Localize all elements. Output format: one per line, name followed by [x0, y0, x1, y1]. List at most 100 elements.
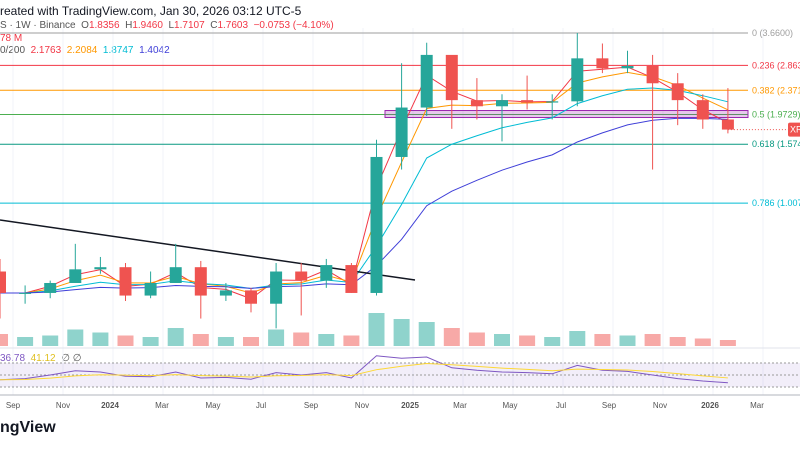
volume-bar [142, 337, 159, 346]
low-value: 1.7107 [174, 20, 205, 31]
candle-body [345, 265, 358, 293]
candle-body [521, 100, 534, 103]
volume-bar [443, 328, 460, 346]
fib-label: 0.618 (1.5748) [752, 139, 800, 149]
volume-bar [243, 337, 259, 346]
ma2-value: 2.2084 [66, 45, 98, 56]
x-tick-label: Mar [155, 401, 169, 410]
candle-body [420, 54, 433, 108]
candle-body [496, 100, 508, 107]
candle-body [621, 65, 634, 69]
ma1-value: 2.1763 [30, 45, 62, 56]
volume-bar [468, 332, 485, 346]
volume-bar [694, 338, 711, 346]
x-tick-label: Nov [355, 401, 369, 410]
volume-bar [293, 332, 310, 346]
x-tick-label: Sep [602, 401, 617, 410]
candle-body [671, 83, 684, 101]
candle-body [169, 267, 182, 283]
volume-bar [17, 337, 34, 346]
volume-legend: 78 M [0, 33, 23, 44]
volume-bar [318, 334, 335, 346]
fib-label: 0.236 (2.8637) [752, 60, 800, 70]
volume-bar [619, 335, 636, 346]
c-label: C [210, 20, 218, 31]
candle-body [395, 107, 408, 157]
candle-body [470, 100, 483, 107]
x-tick-label: May [502, 401, 517, 410]
fib-label: 0.382 (2.3711) [752, 85, 800, 95]
tradingview-brand: ngView [0, 419, 56, 436]
candle-body [696, 100, 709, 120]
candle-body [270, 271, 283, 304]
candle-body [646, 65, 659, 84]
x-tick-label: Nov [56, 401, 70, 410]
volume-bar [569, 331, 586, 346]
x-tick-label: Sep [304, 401, 319, 410]
x-tick-label: Mar [453, 401, 467, 410]
volume-bar [368, 313, 385, 346]
x-tick-label: Sep [6, 401, 21, 410]
volume-bar [167, 328, 184, 346]
volume-bar [719, 340, 736, 346]
candle-body [119, 267, 132, 296]
fib-label: 0.786 (1.0079) [752, 198, 800, 208]
price-chart[interactable]: 0 (3.6600) 0.236 (2.8637) 0.382 (2.3711) 0.… [0, 0, 800, 420]
rsi-ma-value: 41.12 [30, 353, 56, 364]
o-label: O [81, 20, 89, 31]
candle-body [370, 156, 383, 293]
volume-bar [343, 335, 360, 346]
volume-bar [544, 337, 561, 346]
candle-body [445, 54, 458, 101]
volume-bar [644, 334, 661, 346]
fib-label: 0 (3.6600) [752, 28, 793, 38]
ma-line-3 [0, 87, 729, 294]
volume-bar [117, 335, 134, 346]
volume-bar [42, 335, 59, 346]
ma3-value: 1.8747 [102, 45, 134, 56]
change-value: −0.0753 (−4.10%) [253, 20, 334, 31]
x-tick-label: Jul [556, 401, 566, 410]
h-label: H [125, 20, 133, 31]
candle-body [295, 271, 308, 281]
candle-body [144, 282, 157, 296]
candle-body [320, 265, 333, 281]
x-tick-label: Jul [256, 401, 266, 410]
ma-line-2 [0, 71, 729, 294]
x-tick-label: 2024 [101, 401, 119, 410]
ohlc-legend: S · 1W · Binance O1.8356 H1.9460 L1.7107… [0, 20, 334, 31]
candle-body [69, 269, 82, 283]
rsi-empty-1: ∅ [61, 353, 70, 364]
x-tick-label: Mar [750, 401, 764, 410]
volume-bar [393, 319, 410, 346]
volume-bar [519, 335, 536, 346]
x-tick-label: 2025 [401, 401, 419, 410]
rsi-ma-line [0, 362, 728, 381]
high-value: 1.9460 [132, 20, 163, 31]
x-tick-label: 2026 [701, 401, 719, 410]
volume-bar [418, 322, 435, 346]
volume-bar [192, 334, 209, 346]
volume-bar [92, 332, 109, 346]
symbol[interactable]: S · 1W · Binance [0, 20, 76, 31]
ma4-value: 1.4042 [139, 45, 170, 56]
volume-bar [268, 329, 285, 346]
volume-bar [594, 334, 611, 346]
price-tag-label: XR [790, 125, 800, 135]
created-caption: reated with TradingView.com, Jan 30, 202… [0, 4, 302, 18]
candle-body [245, 290, 257, 304]
open-value: 1.8356 [88, 20, 120, 31]
candle-body [546, 101, 559, 103]
volume-bar [67, 329, 84, 346]
fib-zone [384, 110, 749, 119]
close-value: 1.7603 [217, 20, 249, 31]
x-tick-label: May [205, 401, 220, 410]
candle-body [721, 119, 734, 130]
l-label: L [168, 20, 175, 31]
fib-label: 0.5 (1.9729) [752, 110, 800, 120]
volume-bar [217, 337, 234, 346]
volume-bar [0, 334, 8, 346]
volume-bar [494, 334, 510, 346]
candle-body [19, 292, 32, 294]
candle-body [571, 58, 584, 102]
